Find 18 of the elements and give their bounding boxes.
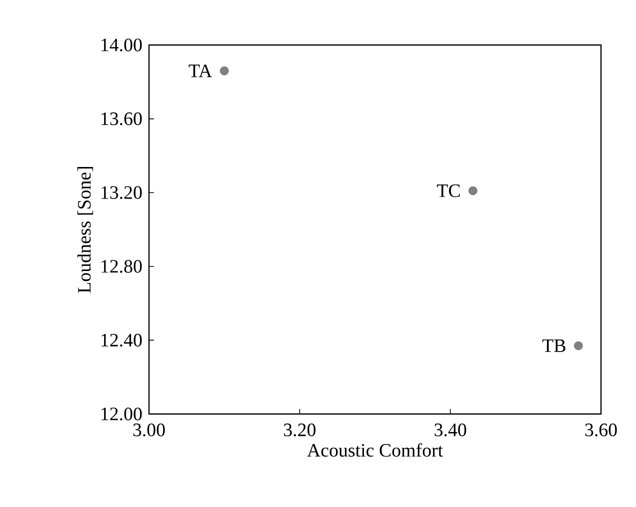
x-tick-label: 3.00 xyxy=(133,424,165,436)
x-tick-label: 3.40 xyxy=(434,424,466,436)
point xyxy=(468,186,478,196)
point xyxy=(220,66,229,76)
point xyxy=(574,341,583,350)
annotation: TB xyxy=(542,340,566,352)
x-axis-title: Acoustic Comfort xyxy=(307,443,443,457)
x-tick-label: 3.60 xyxy=(585,424,617,436)
y-tick-label: 12.40 xyxy=(102,334,142,347)
y-tick-label: 13.20 xyxy=(102,186,142,200)
y-tick-label: 14.00 xyxy=(102,38,142,52)
annotation: TC xyxy=(436,184,460,198)
y-tick-label: 13.60 xyxy=(102,112,142,126)
y-tick-label: 12.80 xyxy=(102,260,142,273)
annotation: TA xyxy=(188,64,212,78)
y-axis-title: Loudness [Sone] xyxy=(77,167,94,293)
x-tick-label: 3.20 xyxy=(284,424,316,436)
y-tick-label: 12.00 xyxy=(102,408,142,420)
